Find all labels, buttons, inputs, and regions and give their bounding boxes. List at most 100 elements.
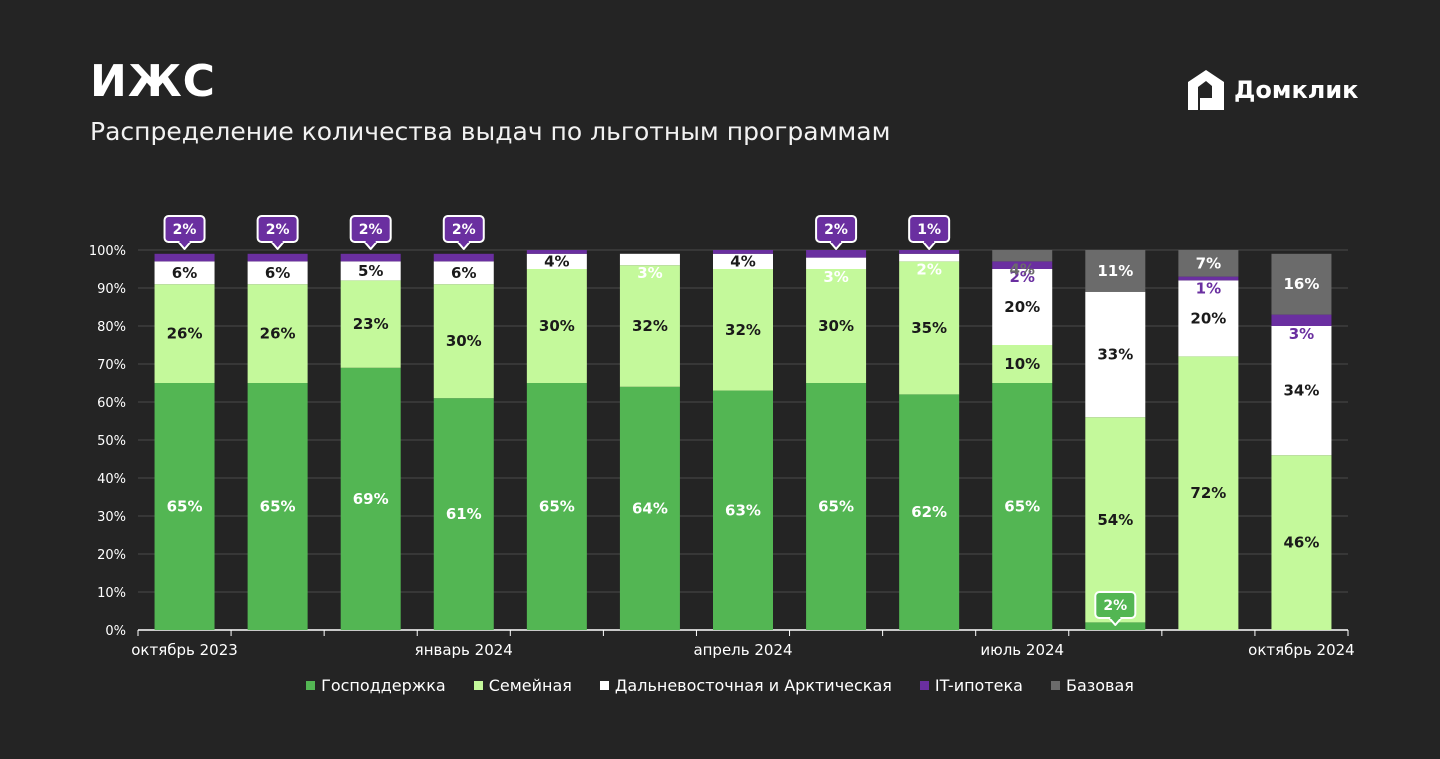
bar-segment	[526, 383, 587, 630]
bar-segment	[433, 253, 494, 262]
legend-label: IT-ипотека	[934, 676, 1023, 695]
y-tick-label: 50%	[97, 434, 126, 449]
legend-item: IT-ипотека	[919, 676, 1023, 695]
callout-joint	[272, 239, 283, 243]
data-label: 6%	[265, 264, 290, 282]
bar-segment	[1271, 314, 1332, 326]
data-callout: 1%	[908, 215, 951, 250]
bar-segment	[619, 386, 680, 630]
bar-segment	[1178, 280, 1239, 357]
data-label: 4%	[544, 252, 569, 270]
data-label: 69%	[353, 490, 389, 508]
data-label: 6%	[172, 264, 197, 282]
callout-joint	[831, 239, 842, 243]
data-label: 6%	[451, 264, 476, 282]
data-label: 30%	[446, 332, 482, 350]
data-label: 4%	[730, 252, 755, 270]
callout-pointer	[270, 241, 285, 250]
data-label: 34%	[1284, 382, 1320, 400]
legend-item: Базовая	[1050, 676, 1134, 695]
data-label: 10%	[1004, 355, 1040, 373]
callout-label: 2%	[1103, 598, 1127, 614]
data-label: 7%	[1196, 254, 1221, 272]
data-label: 2%	[916, 260, 941, 278]
data-label: 26%	[260, 325, 296, 343]
bar-segment	[619, 253, 680, 266]
data-label: 54%	[1097, 511, 1133, 529]
bar-segment	[806, 383, 867, 630]
data-label: 23%	[353, 315, 389, 333]
y-tick-label: 10%	[97, 586, 126, 601]
bar-segment	[806, 269, 867, 383]
bar-segment	[992, 269, 1053, 345]
callout-label: 2%	[452, 222, 476, 238]
data-label: 3%	[637, 264, 662, 282]
bar-segment	[806, 250, 867, 258]
data-label: 11%	[1097, 262, 1133, 280]
data-label: 64%	[632, 499, 668, 517]
data-callout: 2%	[442, 215, 485, 250]
callout-joint	[458, 239, 469, 243]
legend-swatch	[306, 681, 316, 690]
bar-segment	[992, 250, 1053, 262]
bar-segment	[340, 367, 401, 630]
x-tick-label: апрель 2024	[693, 641, 792, 659]
data-label: 35%	[911, 319, 947, 337]
chart-legend: Господдержка Семейная Дальневосточная и Ар…	[0, 676, 1440, 695]
bar-segment	[247, 253, 308, 262]
data-label: 65%	[818, 498, 854, 516]
legend-swatch	[599, 681, 609, 690]
y-tick-label: 100%	[89, 244, 126, 259]
data-label: 32%	[725, 321, 761, 339]
y-tick-label: 30%	[97, 510, 126, 525]
brand-name: Домклик	[1234, 76, 1359, 104]
data-label: 32%	[632, 317, 668, 335]
bar-segment	[1085, 622, 1146, 630]
callout-joint	[924, 239, 935, 243]
data-label: 62%	[911, 503, 947, 521]
data-label: 26%	[167, 325, 203, 343]
callout-label: 1%	[917, 222, 941, 238]
bar-segment	[247, 284, 308, 383]
x-tick-label: октябрь 2024	[1248, 641, 1355, 659]
bar-segment	[619, 265, 680, 387]
callout-pointer	[456, 241, 471, 250]
bar-segment	[247, 383, 308, 630]
data-callout: 2%	[1094, 591, 1137, 626]
data-label: 3%	[1289, 325, 1314, 343]
bar-segment	[340, 253, 401, 262]
legend-label: Базовая	[1065, 676, 1134, 695]
data-label: 5%	[358, 262, 383, 280]
legend-item: Дальневосточная и Арктическая	[599, 676, 892, 695]
y-tick-label: 80%	[97, 320, 126, 335]
y-tick-label: 0%	[105, 624, 126, 639]
bar-segment	[154, 253, 215, 262]
y-tick-label: 60%	[97, 396, 126, 411]
data-label: 65%	[260, 498, 296, 516]
bar-segment	[526, 250, 587, 254]
bar-segment	[433, 398, 494, 630]
bar-segment	[992, 345, 1053, 383]
data-label: 61%	[446, 505, 482, 523]
stacked-bar-chart: 0% 10% 20% 30% 40% 50% 60% 70% 80% 90% 100% октябрь…	[89, 215, 1355, 659]
callout-joint	[365, 239, 376, 243]
x-tick-label: октябрь 2023	[131, 641, 238, 659]
data-label: 1%	[1196, 279, 1221, 297]
bar-segment	[526, 269, 587, 383]
legend-label: Господдержка	[321, 676, 446, 695]
domclick-house-icon	[1188, 70, 1224, 110]
data-label: 65%	[167, 498, 203, 516]
y-tick-label: 70%	[97, 358, 126, 373]
data-label: 20%	[1004, 298, 1040, 316]
data-label: 16%	[1284, 275, 1320, 293]
data-callout: 2%	[815, 215, 858, 250]
bar-segment	[713, 253, 773, 269]
brand-logo: Домклик	[1186, 68, 1358, 112]
data-label: 30%	[539, 317, 575, 335]
data-label: 30%	[818, 317, 854, 335]
legend-item: Господдержка	[306, 676, 446, 695]
bar-segment	[526, 253, 587, 269]
bar-segment	[154, 383, 215, 630]
legend-swatch	[473, 681, 483, 690]
data-callout: 2%	[256, 215, 299, 250]
